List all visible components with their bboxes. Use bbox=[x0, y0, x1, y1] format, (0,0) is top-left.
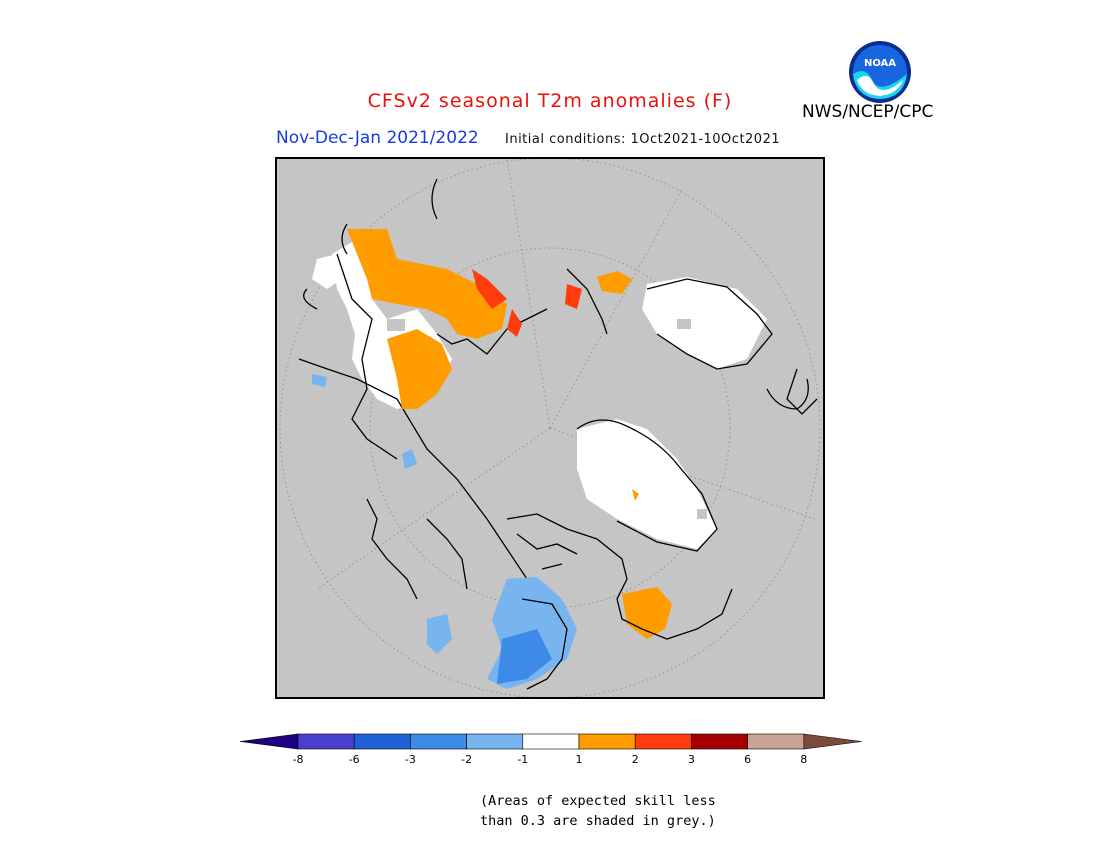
colorbar-segment bbox=[522, 733, 580, 750]
coastlines bbox=[298, 178, 818, 600]
colorbar-legend: -8 -6 -3 -2 -1 1 2 3 6 8 bbox=[239, 733, 865, 777]
forecast-period: Nov-Dec-Jan 2021/2022 bbox=[276, 128, 479, 148]
svg-text:NOAA: NOAA bbox=[864, 58, 896, 69]
warm-anomaly-regions bbox=[347, 229, 672, 639]
skill-note-line-2: than 0.3 are shaded in grey.) bbox=[480, 813, 716, 829]
colorbar-segment-min bbox=[239, 733, 299, 750]
colorbar-tick-label: -1 bbox=[517, 753, 528, 766]
colorbar-tick-label: -8 bbox=[293, 753, 304, 766]
initial-conditions: Initial conditions: 1Oct2021-10Oct2021 bbox=[505, 132, 781, 147]
map-title: CFSv2 seasonal T2m anomalies (F) bbox=[367, 90, 733, 112]
colorbar-segment-max bbox=[803, 733, 862, 750]
colorbar-tick-label: -3 bbox=[405, 753, 416, 766]
low-skill-patches bbox=[387, 319, 707, 669]
colorbar-segment bbox=[353, 733, 411, 750]
agency-label: NWS/NCEP/CPC bbox=[802, 102, 934, 122]
north-america-coast bbox=[506, 513, 733, 690]
skill-note-line-1: (Areas of expected skill less bbox=[480, 793, 716, 809]
skill-note: (Areas of expected skill less than 0.3 a… bbox=[480, 791, 716, 831]
colorbar-tick-label: -2 bbox=[461, 753, 472, 766]
colorbar-segment bbox=[747, 733, 805, 750]
colorbar-segment bbox=[578, 733, 636, 750]
colorbar-tick-label: 6 bbox=[744, 753, 751, 766]
noaa-logo: NOAA bbox=[848, 40, 912, 104]
colorbar-segment bbox=[297, 733, 355, 750]
colorbar-segment bbox=[466, 733, 524, 750]
colorbar-segment bbox=[634, 733, 692, 750]
polar-map bbox=[275, 157, 825, 699]
colorbar-tick-label: 3 bbox=[688, 753, 695, 766]
colorbar-tick-label: 1 bbox=[576, 753, 583, 766]
colorbar-tick-label: 2 bbox=[632, 753, 639, 766]
colorbar-segment bbox=[691, 733, 748, 750]
cold-anomaly-regions bbox=[312, 374, 577, 689]
colorbar-segment bbox=[410, 733, 467, 750]
colorbar-tick-label: -6 bbox=[349, 753, 360, 766]
colorbar-tick-label: 8 bbox=[800, 753, 807, 766]
